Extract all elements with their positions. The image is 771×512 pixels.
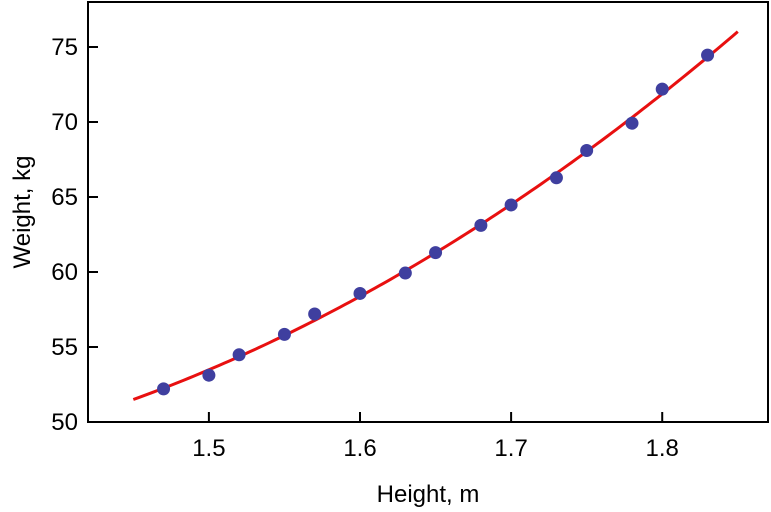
- data-point: [625, 116, 639, 130]
- y-tick-label: 60: [51, 259, 78, 286]
- x-tick-label: 1.6: [343, 435, 376, 462]
- ticks-layer: 1.5 1.6 1.7 1.8 50 55 60 65 70 75: [51, 34, 679, 462]
- y-tick-label: 50: [51, 409, 78, 436]
- data-point: [701, 48, 715, 62]
- data-point: [549, 171, 563, 185]
- data-point: [429, 246, 443, 260]
- x-tick-label: 1.7: [494, 435, 527, 462]
- data-point: [655, 82, 669, 96]
- data-point: [277, 327, 291, 341]
- x-tick-label: 1.8: [646, 435, 679, 462]
- data-point: [398, 266, 412, 280]
- fit-curve: [132, 30, 739, 401]
- data-point: [202, 368, 216, 382]
- x-axis-title: Height, m: [377, 481, 480, 508]
- data-point: [474, 218, 488, 232]
- plot-frame-layer: [87, 1, 769, 423]
- y-tick-label: 65: [51, 184, 78, 211]
- points-layer: [157, 48, 715, 396]
- data-point: [308, 307, 322, 321]
- data-point: [580, 144, 594, 157]
- x-tick-label: 1.5: [192, 435, 225, 462]
- data-point: [504, 198, 518, 212]
- y-tick-label: 70: [51, 109, 78, 136]
- data-point: [157, 382, 171, 396]
- plot-frame: [87, 1, 769, 423]
- data-point: [232, 348, 246, 362]
- y-tick-label: 75: [51, 34, 78, 61]
- y-axis-title: Weight, kg: [9, 156, 36, 269]
- y-tick-label: 55: [51, 334, 78, 361]
- fit-layer: [132, 30, 739, 401]
- data-point: [353, 286, 367, 300]
